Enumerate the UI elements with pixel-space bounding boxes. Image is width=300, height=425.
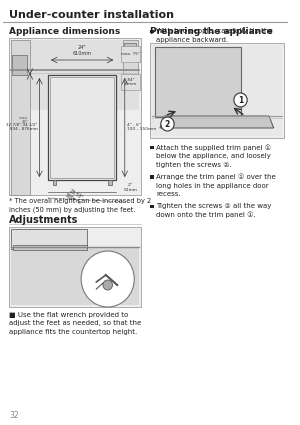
Text: 3/4"
21mm: 3/4" 21mm <box>124 78 137 86</box>
FancyBboxPatch shape <box>11 247 139 305</box>
Circle shape <box>234 93 247 107</box>
Text: Under-counter installation: Under-counter installation <box>9 10 174 20</box>
FancyBboxPatch shape <box>11 229 87 249</box>
Text: 1: 1 <box>238 96 243 105</box>
Circle shape <box>103 280 112 290</box>
FancyBboxPatch shape <box>152 45 282 136</box>
Circle shape <box>81 251 134 307</box>
Text: 23.58"
599mm: 23.58" 599mm <box>64 188 85 206</box>
Text: Preparing the appliance: Preparing the appliance <box>150 27 273 36</box>
Text: 4" - 6"
100 - 150mm: 4" - 6" 100 - 150mm <box>127 123 156 131</box>
FancyBboxPatch shape <box>53 180 56 185</box>
FancyBboxPatch shape <box>155 47 241 117</box>
Text: ■ Use the flat wrench provided to
adjust the feet as needed, so that the
applian: ■ Use the flat wrench provided to adjust… <box>9 312 141 335</box>
FancyBboxPatch shape <box>9 38 141 195</box>
Polygon shape <box>160 116 274 128</box>
Text: With two people, carefully tip the
appliance backward.: With two people, carefully tip the appli… <box>156 28 273 42</box>
FancyBboxPatch shape <box>11 40 139 110</box>
FancyBboxPatch shape <box>48 75 116 180</box>
Circle shape <box>161 117 174 131</box>
FancyBboxPatch shape <box>150 204 154 208</box>
Text: 32: 32 <box>9 411 19 420</box>
FancyBboxPatch shape <box>121 46 140 62</box>
FancyBboxPatch shape <box>9 227 141 307</box>
FancyBboxPatch shape <box>108 180 112 185</box>
Text: Tighten the screws ② all the way
down onto the trim panel ①.: Tighten the screws ② all the way down on… <box>156 203 272 218</box>
Text: max.
45": max. 45" <box>19 116 29 124</box>
Text: Appliance dimensions: Appliance dimensions <box>9 27 120 36</box>
Text: Adjustments: Adjustments <box>9 215 78 225</box>
FancyBboxPatch shape <box>11 40 30 195</box>
Text: 2: 2 <box>165 119 170 128</box>
FancyBboxPatch shape <box>150 145 154 149</box>
FancyBboxPatch shape <box>150 29 154 33</box>
Text: 24"
610mm: 24" 610mm <box>73 45 92 56</box>
Text: max. 75": max. 75" <box>121 52 140 56</box>
FancyBboxPatch shape <box>150 175 154 178</box>
FancyBboxPatch shape <box>124 43 136 61</box>
Text: Attach the supplied trim panel ①
below the appliance, and loosely
tighten the sc: Attach the supplied trim panel ① below t… <box>156 144 271 167</box>
FancyBboxPatch shape <box>150 43 284 138</box>
Text: * The overall height can be increased by 2
inches (50 mm) by adjusting the feet.: * The overall height can be increased by… <box>9 198 151 213</box>
Text: Arrange the trim panel ① over the
long holes in the appliance door
recess.: Arrange the trim panel ① over the long h… <box>156 173 276 197</box>
FancyBboxPatch shape <box>12 55 27 75</box>
Text: 32 7/8"-34 1/2"
834 - 876mm: 32 7/8"-34 1/2" 834 - 876mm <box>6 123 38 131</box>
Text: 2"
51mm: 2" 51mm <box>124 183 137 192</box>
FancyBboxPatch shape <box>121 74 140 90</box>
FancyBboxPatch shape <box>13 245 87 250</box>
FancyBboxPatch shape <box>123 40 138 75</box>
FancyBboxPatch shape <box>50 77 114 178</box>
